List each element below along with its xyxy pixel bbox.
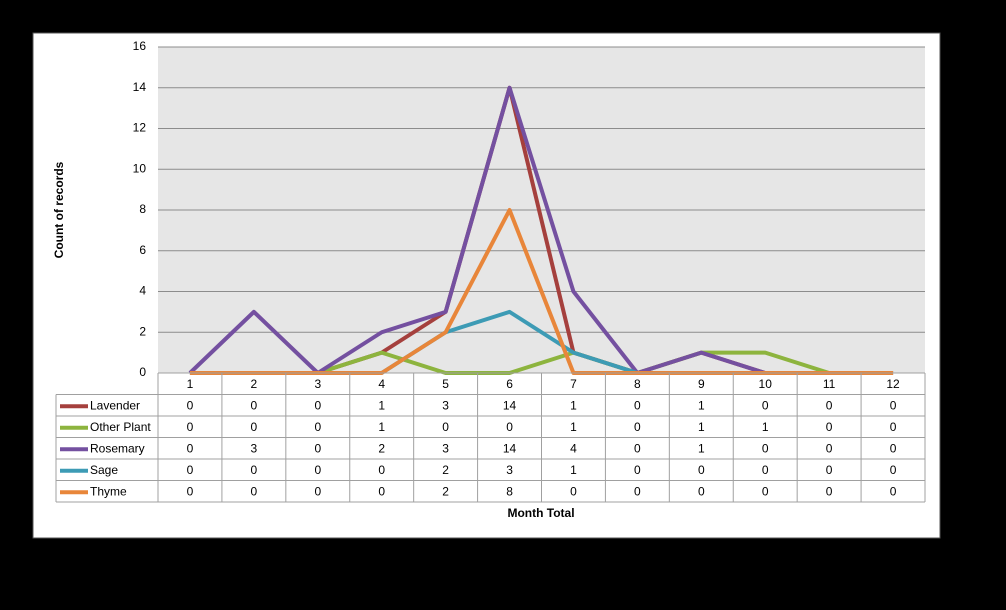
table-value: 0 <box>251 420 258 434</box>
x-tick-label: 8 <box>634 377 641 391</box>
table-value: 0 <box>826 484 833 498</box>
table-value: 0 <box>442 420 449 434</box>
legend-label: Other Plant <box>90 420 151 434</box>
table-value: 0 <box>187 398 194 412</box>
legend-label: Rosemary <box>90 441 145 455</box>
table-value: 1 <box>698 441 705 455</box>
table-value: 0 <box>378 463 385 477</box>
table-value: 0 <box>890 420 897 434</box>
table-value: 14 <box>503 441 517 455</box>
x-tick-label: 12 <box>886 377 900 391</box>
y-tick-label: 8 <box>139 202 146 216</box>
table-value: 0 <box>634 420 641 434</box>
table-value: 3 <box>251 441 258 455</box>
table-value: 0 <box>762 484 769 498</box>
x-tick-label: 1 <box>187 377 194 391</box>
table-value: 0 <box>187 484 194 498</box>
x-axis-label: Month Total <box>507 506 574 520</box>
y-tick-label: 0 <box>139 365 146 379</box>
x-tick-label: 4 <box>378 377 385 391</box>
y-tick-label: 14 <box>133 80 147 94</box>
table-value: 0 <box>187 441 194 455</box>
table-value: 1 <box>762 420 769 434</box>
x-tick-label: 7 <box>570 377 577 391</box>
table-value: 0 <box>826 463 833 477</box>
y-axis-label: Count of records <box>52 161 66 258</box>
x-tick-label: 10 <box>759 377 773 391</box>
table-value: 0 <box>314 420 321 434</box>
table-value: 0 <box>762 441 769 455</box>
table-value: 2 <box>378 441 385 455</box>
table-value: 0 <box>826 441 833 455</box>
table-value: 0 <box>890 484 897 498</box>
table-value: 1 <box>698 398 705 412</box>
table-value: 0 <box>890 441 897 455</box>
table-value: 8 <box>506 484 513 498</box>
table-value: 1 <box>570 420 577 434</box>
y-tick-label: 4 <box>139 284 146 298</box>
table-value: 0 <box>187 463 194 477</box>
x-tick-label: 2 <box>251 377 258 391</box>
table-value: 0 <box>826 398 833 412</box>
table-value: 14 <box>503 398 517 412</box>
table-value: 0 <box>251 484 258 498</box>
x-tick-label: 11 <box>823 377 836 391</box>
table-value: 1 <box>570 398 577 412</box>
y-tick-label: 16 <box>133 39 147 53</box>
table-value: 0 <box>890 398 897 412</box>
table-value: 0 <box>698 463 705 477</box>
table-value: 2 <box>442 463 449 477</box>
table-value: 0 <box>634 463 641 477</box>
table-value: 3 <box>506 463 513 477</box>
legend-label: Sage <box>90 463 118 477</box>
table-value: 1 <box>698 420 705 434</box>
y-tick-label: 2 <box>139 324 146 338</box>
table-value: 0 <box>506 420 513 434</box>
table-value: 2 <box>442 484 449 498</box>
y-tick-label: 10 <box>133 161 147 175</box>
table-value: 0 <box>826 420 833 434</box>
table-value: 3 <box>442 441 449 455</box>
table-value: 0 <box>634 441 641 455</box>
table-value: 0 <box>890 463 897 477</box>
table-value: 1 <box>570 463 577 477</box>
table-value: 0 <box>762 463 769 477</box>
table-value: 0 <box>762 398 769 412</box>
x-tick-label: 5 <box>442 377 449 391</box>
table-value: 0 <box>314 463 321 477</box>
table-value: 0 <box>251 398 258 412</box>
table-value: 0 <box>251 463 258 477</box>
x-tick-label: 3 <box>314 377 321 391</box>
table-value: 0 <box>634 398 641 412</box>
table-value: 1 <box>378 398 385 412</box>
legend-label: Thyme <box>90 484 127 498</box>
table-value: 0 <box>634 484 641 498</box>
x-tick-label: 6 <box>506 377 513 391</box>
table-value: 0 <box>314 484 321 498</box>
table-value: 3 <box>442 398 449 412</box>
table-value: 0 <box>698 484 705 498</box>
y-tick-label: 12 <box>133 121 147 135</box>
x-tick-label: 9 <box>698 377 705 391</box>
table-value: 0 <box>314 441 321 455</box>
table-value: 0 <box>378 484 385 498</box>
y-tick-label: 6 <box>139 243 146 257</box>
table-value: 0 <box>314 398 321 412</box>
table-value: 0 <box>570 484 577 498</box>
legend-label: Lavender <box>90 398 140 412</box>
table-value: 4 <box>570 441 577 455</box>
table-value: 1 <box>378 420 385 434</box>
table-value: 0 <box>187 420 194 434</box>
